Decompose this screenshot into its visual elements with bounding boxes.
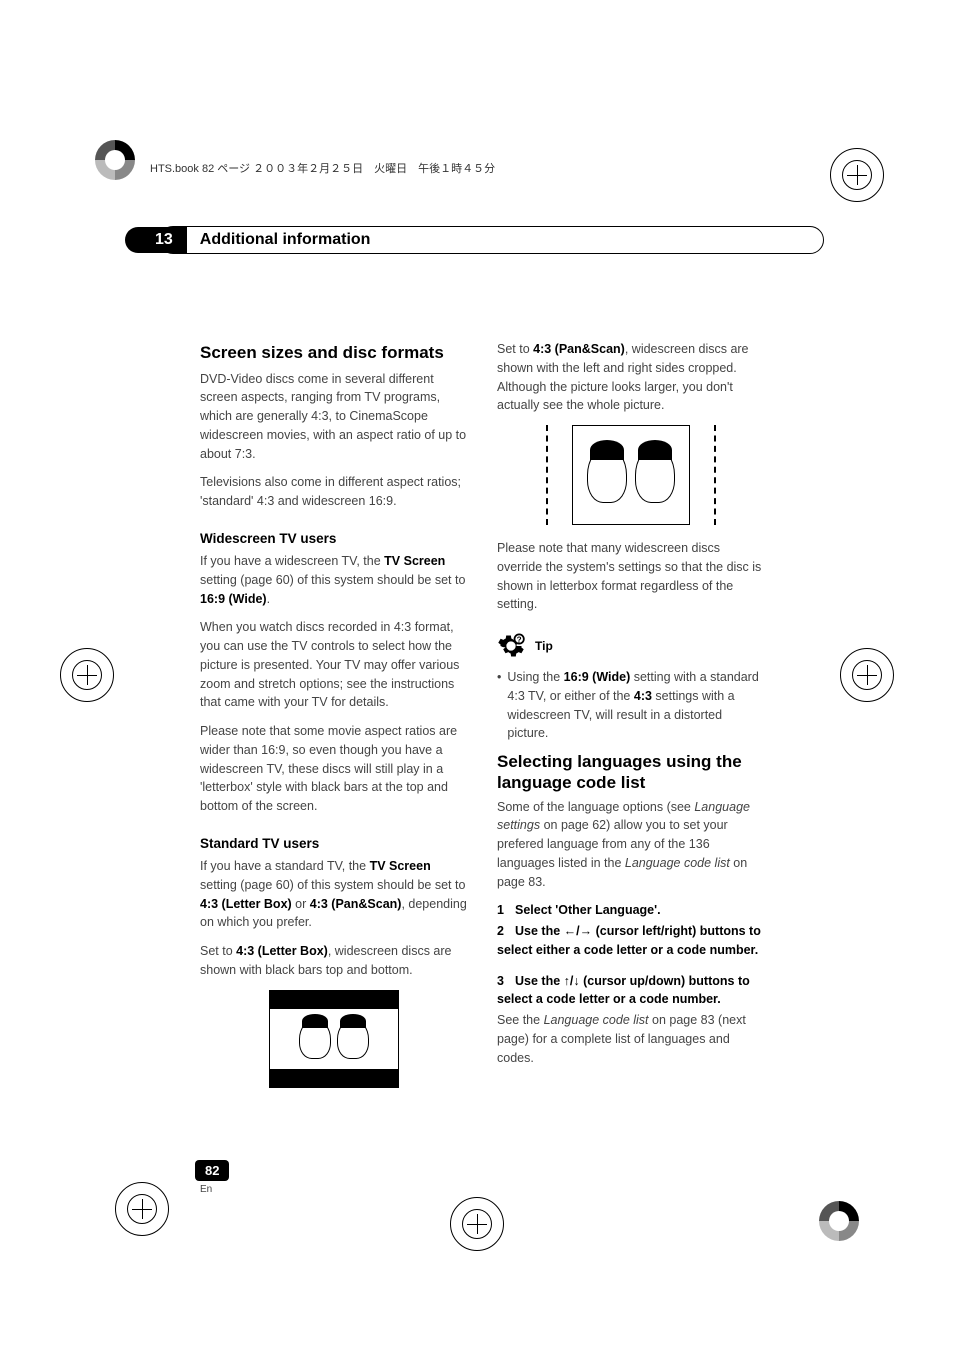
page-language-label: En (200, 1184, 212, 1195)
page-number-badge: 82 (195, 1160, 229, 1181)
tip-row: ? Tip (497, 632, 764, 660)
registration-mark-icon (840, 648, 894, 702)
registration-mark-icon (115, 1182, 169, 1236)
body-text: See the Language code list on page 83 (n… (497, 1011, 764, 1067)
svg-text:?: ? (517, 636, 522, 645)
letterbox-illustration (269, 990, 399, 1088)
body-text: DVD-Video discs come in several differen… (200, 370, 467, 464)
registration-mark-icon (60, 648, 114, 702)
right-column: Set to 4:3 (Pan&Scan), widescreen discs … (497, 340, 764, 1151)
section-heading: Selecting languages using the language c… (497, 751, 764, 794)
body-text: Some of the language options (see Langua… (497, 798, 764, 892)
cmyk-target-icon (95, 140, 135, 180)
tip-bullet: • Using the 16:9 (Wide) setting with a s… (497, 668, 764, 743)
registration-mark-icon (450, 1197, 504, 1251)
body-text: Please note that some movie aspect ratio… (200, 722, 467, 816)
subsection-heading: Standard TV users (200, 834, 467, 854)
tip-label: Tip (535, 637, 553, 655)
subsection-heading: Widescreen TV users (200, 529, 467, 549)
step-2: 2Use the ←/→ (cursor left/right) buttons… (497, 922, 764, 960)
content-area: Screen sizes and disc formats DVD-Video … (200, 340, 764, 1151)
registration-mark-icon (830, 148, 884, 202)
body-text: If you have a widescreen TV, the TV Scre… (200, 552, 467, 608)
chapter-title: Additional information (159, 226, 824, 254)
body-text: Set to 4:3 (Pan&Scan), widescreen discs … (497, 340, 764, 415)
panscan-illustration (546, 425, 716, 525)
body-text: Televisions also come in different aspec… (200, 473, 467, 511)
chapter-header: 13 Additional information (125, 225, 824, 255)
step-1: 1Select 'Other Language'. (497, 901, 764, 920)
chapter-number-badge: 13 (125, 227, 187, 253)
left-column: Screen sizes and disc formats DVD-Video … (200, 340, 467, 1151)
print-header: HTS.book 82 ページ ２００３年２月２５日 火曜日 午後１時４５分 (150, 160, 495, 176)
step-3: 3Use the ↑/↓ (cursor up/down) buttons to… (497, 972, 764, 1010)
section-heading: Screen sizes and disc formats (200, 340, 467, 366)
gear-icon: ? (497, 632, 525, 660)
cmyk-target-icon (819, 1201, 859, 1241)
body-text: Please note that many widescreen discs o… (497, 539, 764, 614)
body-text: If you have a standard TV, the TV Screen… (200, 857, 467, 932)
body-text: When you watch discs recorded in 4:3 for… (200, 618, 467, 712)
body-text: Set to 4:3 (Letter Box), widescreen disc… (200, 942, 467, 980)
